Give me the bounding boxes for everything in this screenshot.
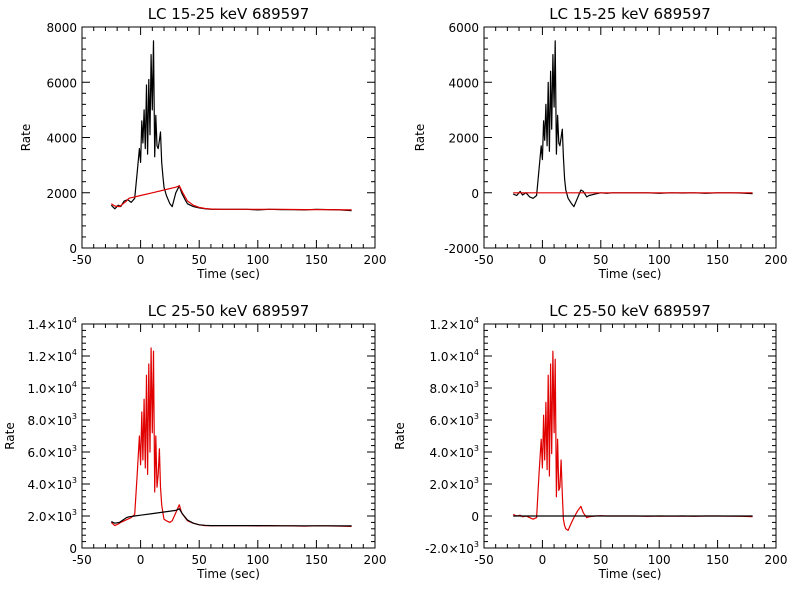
- panel-3-title: LC 25-50 keV 689597: [148, 302, 310, 320]
- panel-1-series-1-line: [110, 40, 352, 212]
- panel-4-plot-frame: [483, 323, 777, 549]
- panel-4-y-tick-label: 1.2×104: [429, 316, 479, 332]
- panel-3-y-tick-label: 1.4×104: [27, 316, 77, 332]
- panel-3-series-1-line: [110, 347, 352, 527]
- panel-4-x-tick-label: 150: [706, 553, 729, 567]
- panel-3-y-tick-label: 0: [69, 542, 77, 556]
- panel-4-x-tick-label: 50: [593, 553, 608, 567]
- panel-1-x-tick-label: 50: [192, 253, 207, 267]
- panel-2-y-tick-label: 2000: [448, 132, 479, 146]
- panel-3-y-tick-label: 4.0×103: [27, 476, 77, 492]
- panel-1-y-axis-label: Rate: [19, 124, 33, 152]
- panel-3-plot-frame: [81, 323, 376, 549]
- panel-1-y-tick-label: 2000: [46, 187, 77, 201]
- panel-1-plot-frame: [81, 26, 376, 249]
- panel-2-y-tick-label: 4000: [448, 76, 479, 90]
- panel-4-x-tick-label: 100: [648, 553, 671, 567]
- panel-1-x-tick-label: 200: [364, 253, 387, 267]
- panel-4-y-tick-label: 6.0×103: [429, 412, 479, 428]
- panel-2-title: LC 15-25 keV 689597: [549, 5, 711, 23]
- panel-2-x-tick-label: 50: [593, 253, 608, 267]
- panel-3-y-tick-label: 6.0×103: [27, 444, 77, 460]
- panel-2-x-axis-label: Time (sec): [598, 267, 662, 281]
- panel-1-title: LC 15-25 keV 689597: [148, 5, 310, 23]
- panel-4-y-tick-label: 2.0×103: [429, 476, 479, 492]
- panel-1-x-tick-label: -50: [72, 253, 92, 267]
- panel-4-x-tick-label: 0: [539, 553, 547, 567]
- panel-3: -50 0 50 100 150 20002.0×1034.0×1036.0×1038.0…: [3, 302, 386, 581]
- panel-1-x-tick-label: 0: [137, 253, 145, 267]
- panel-3-series-2-line: [111, 508, 352, 527]
- panel-2-y-axis-label: Rate: [413, 124, 427, 152]
- panel-1-y-tick-label: 6000: [46, 76, 77, 90]
- panel-3-y-tick-label: 1.0×104: [27, 380, 77, 396]
- panel-3-x-tick-label: 200: [364, 553, 387, 567]
- panel-4-x-axis-label: Time (sec): [598, 567, 662, 581]
- panel-2-y-tick-label: 0: [471, 187, 479, 201]
- panel-4: -50 0 50 100 150 200 -2.0×103 0 2.0×103 4.0×103 6.…: [393, 302, 787, 581]
- panel-4-title: LC 25-50 keV 689597: [549, 302, 711, 320]
- panel-3-x-tick-label: 100: [246, 553, 269, 567]
- panel-1-y-tick-label: 4000: [46, 132, 77, 146]
- panel-2-y-tick-label: -2000: [444, 242, 479, 256]
- panel-4-x-tick-label: 200: [765, 553, 788, 567]
- panel-2-x-tick-label: 200: [765, 253, 788, 267]
- panel-1-series-2-line: [110, 185, 352, 211]
- panel-2-series-1-line: [512, 40, 753, 208]
- panel-1-x-tick-label: 100: [246, 253, 269, 267]
- panel-2-x-tick-label: 100: [648, 253, 671, 267]
- panel-4-y-tick-label: -2.0×103: [425, 540, 479, 556]
- panel-1-x-tick-label: 150: [305, 253, 328, 267]
- panel-3-x-tick-label: 50: [192, 553, 207, 567]
- panel-4-y-tick-label: 1.0×104: [429, 348, 479, 364]
- panel-3-x-tick-label: 150: [305, 553, 328, 567]
- panel-4-y-tick-label: 4.0×103: [429, 444, 479, 460]
- panel-3-x-tick-label: -50: [72, 553, 92, 567]
- panel-2-y-tick-label: 6000: [448, 21, 479, 35]
- panel-1-y-tick-label: 8000: [46, 21, 77, 35]
- panel-3-y-tick-label: 2.0×103: [27, 508, 77, 524]
- panel-4-y-tick-label: 8.0×103: [429, 380, 479, 396]
- panel-2-x-tick-label: 0: [539, 253, 547, 267]
- panel-4-x-tick-label: -50: [474, 553, 494, 567]
- panel-4-y-axis-label: Rate: [393, 422, 407, 450]
- panel-3-x-tick-label: 0: [137, 553, 145, 567]
- panel-2-x-tick-label: 150: [706, 253, 729, 267]
- panel-3-x-axis-label: Time (sec): [196, 567, 260, 581]
- panel-4-y-tick-label: 0: [471, 510, 479, 524]
- panel-4-series-1-line: [512, 350, 753, 532]
- panel-3-y-tick-label: 8.0×103: [27, 412, 77, 428]
- panel-2-x-tick-label: -50: [474, 253, 494, 267]
- panel-2: -50 0 50 100 150 200 -2000 0 2000 4000 6000 LC 15-2…: [413, 5, 787, 281]
- panel-3-y-axis-label: Rate: [3, 422, 17, 450]
- panel-2-plot-frame: [483, 26, 777, 249]
- panel-1-y-tick-label: 0: [69, 242, 77, 256]
- panel-1-x-axis-label: Time (sec): [196, 267, 260, 281]
- panel-3-y-tick-label: 1.2×104: [27, 348, 77, 364]
